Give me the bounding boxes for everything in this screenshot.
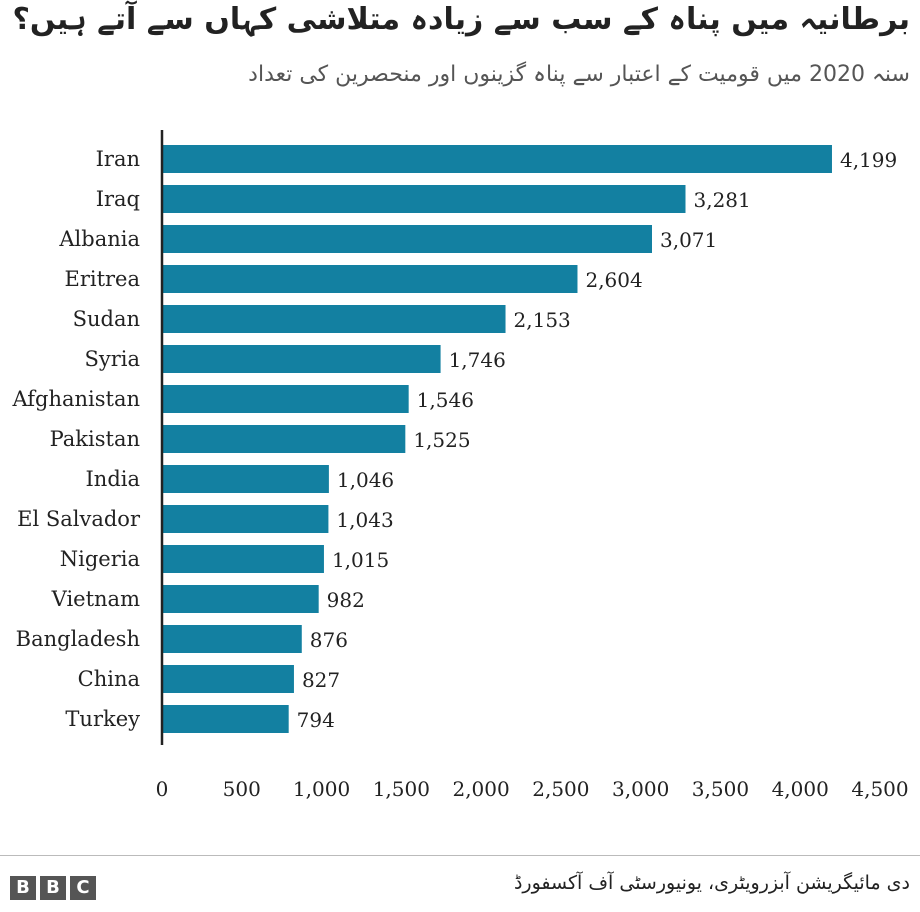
bar-pakistan [162, 425, 406, 453]
value-label: 2,604 [585, 268, 642, 292]
bar-iran [162, 145, 832, 173]
x-tick-label: 4,500 [851, 777, 908, 801]
bbc-logo: B B C [10, 876, 96, 900]
category-label: Syria [84, 347, 140, 371]
bar-china [162, 665, 294, 693]
value-label: 4,199 [840, 148, 897, 172]
category-label: Vietnam [51, 587, 140, 611]
category-label: Afghanistan [11, 387, 140, 411]
value-label: 1,043 [336, 508, 393, 532]
category-label: Pakistan [50, 427, 140, 451]
bar-iraq [162, 185, 686, 213]
category-label: Iraq [96, 187, 140, 211]
x-tick-label: 1,500 [373, 777, 430, 801]
bar-albania [162, 225, 652, 253]
x-tick-label: 1,000 [293, 777, 350, 801]
chart-subtitle: سنہ 2020 میں قومیت کے اعتبار سے پناہ گزی… [248, 62, 910, 87]
category-label: China [78, 667, 140, 691]
x-tick-label: 2,500 [532, 777, 589, 801]
value-label: 982 [327, 588, 365, 612]
value-label: 3,071 [660, 228, 717, 252]
value-label: 794 [297, 708, 335, 732]
x-tick-label: 3,500 [692, 777, 749, 801]
bbc-logo-letter: B [40, 876, 66, 900]
bar-bangladesh [162, 625, 302, 653]
bar-vietnam [162, 585, 319, 613]
value-label: 827 [302, 668, 340, 692]
category-label: Eritrea [64, 267, 140, 291]
category-label: India [86, 467, 141, 491]
bbc-logo-letter: B [10, 876, 36, 900]
value-label: 2,153 [514, 308, 571, 332]
category-label: Sudan [73, 307, 140, 331]
category-label: Bangladesh [16, 627, 140, 651]
bar-india [162, 465, 329, 493]
category-label: Albania [58, 227, 140, 251]
value-label: 1,046 [337, 468, 394, 492]
footer-divider [0, 855, 920, 856]
value-label: 876 [310, 628, 348, 652]
value-label: 1,525 [413, 428, 470, 452]
x-tick-label: 3,000 [612, 777, 669, 801]
value-label: 3,281 [694, 188, 751, 212]
chart-title: برطانیہ میں پناہ کے سب سے زیادہ متلاشی ک… [12, 2, 910, 37]
bar-chart: Iran 4,199 Iraq 3,281 Albania 3,071 Eritrea 2,6… [11, 130, 909, 801]
x-tick-label: 2,000 [452, 777, 509, 801]
category-label: Iran [96, 147, 140, 171]
category-label: Nigeria [60, 547, 140, 571]
x-tick-label: 4,000 [772, 777, 829, 801]
x-tick-label: 500 [223, 777, 261, 801]
value-label: 1,015 [332, 548, 389, 572]
value-label: 1,746 [449, 348, 506, 372]
category-label: Turkey [65, 707, 140, 731]
bar-afghanistan [162, 385, 409, 413]
bar-eritrea [162, 265, 578, 293]
source-text: دی مائیگریشن آبزرویٹری، یونیورسٹی آف آکس… [513, 872, 910, 894]
bbc-logo-letter: C [70, 876, 96, 900]
bar-syria [162, 345, 441, 373]
bar-nigeria [162, 545, 324, 573]
bar-sudan [162, 305, 506, 333]
bar-el-salvador [162, 505, 329, 533]
category-label: El Salvador [17, 507, 141, 531]
bar-turkey [162, 705, 289, 733]
x-tick-label: 0 [156, 777, 169, 801]
value-label: 1,546 [417, 388, 474, 412]
